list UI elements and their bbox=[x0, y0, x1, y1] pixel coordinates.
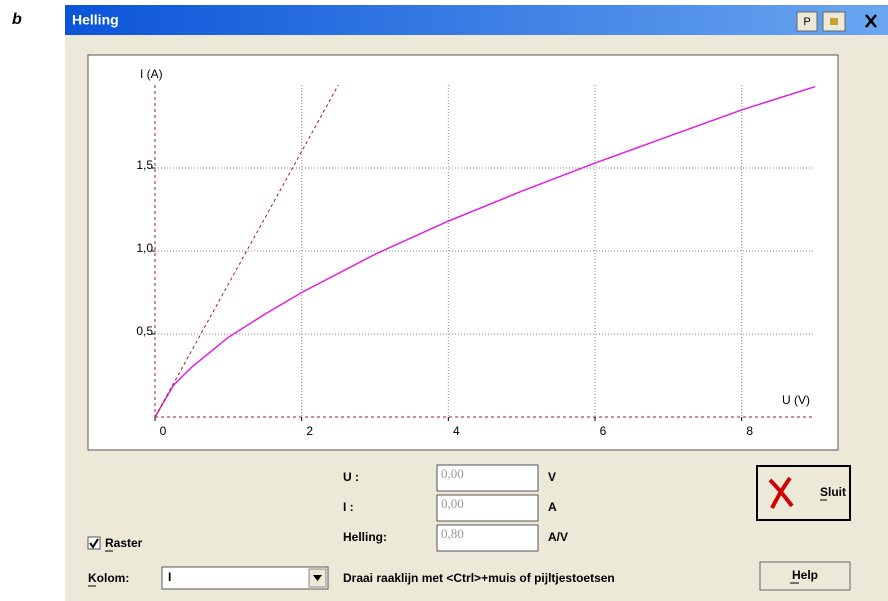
print-button-label: P bbox=[803, 16, 810, 28]
x-tick-label: 4 bbox=[453, 424, 460, 438]
close-button[interactable] bbox=[756, 465, 851, 521]
raster-label: Raster bbox=[105, 536, 143, 550]
column-value: I bbox=[168, 570, 171, 584]
column-combo[interactable] bbox=[161, 566, 329, 590]
y-tick-label: 1,5 bbox=[136, 158, 153, 172]
panel-label: b bbox=[12, 11, 22, 28]
close-button-icon bbox=[768, 476, 794, 509]
plot-panel bbox=[87, 54, 839, 451]
form: Raster Kolom: I Draai raaklijn met <Ctrl… bbox=[87, 465, 851, 591]
field-value: 0,00 bbox=[441, 496, 464, 511]
window-title: Helling bbox=[72, 12, 119, 28]
field-label: U : bbox=[343, 470, 359, 484]
arrow-icon bbox=[313, 575, 322, 581]
field-label: Helling: bbox=[343, 530, 387, 544]
x-axis-label: U (V) bbox=[782, 393, 810, 407]
field-box bbox=[436, 464, 539, 492]
help-button-label: Help bbox=[792, 568, 818, 582]
field-value: 0,00 bbox=[441, 466, 464, 481]
curve bbox=[154, 85, 816, 418]
x-tick-label: 6 bbox=[600, 424, 607, 438]
field-unit: A bbox=[548, 500, 557, 514]
y-axis-label: I (A) bbox=[140, 67, 163, 81]
close-button-label: Sluit bbox=[820, 485, 846, 499]
field-unit: A/V bbox=[548, 530, 568, 544]
x-tick-label: 0 bbox=[160, 424, 167, 438]
field-box bbox=[436, 494, 539, 522]
check-mark bbox=[89, 538, 99, 549]
hint: Draai raaklijn met <Ctrl>+muis of pijltj… bbox=[343, 571, 615, 585]
y-tick-label: 1,0 bbox=[136, 241, 153, 255]
field-label: I : bbox=[343, 500, 354, 514]
print-button[interactable] bbox=[796, 11, 818, 32]
field-unit: V bbox=[548, 470, 556, 484]
close-icon[interactable] bbox=[865, 14, 877, 28]
x-tick-label: 2 bbox=[306, 424, 313, 438]
y-tick-label: 0,5 bbox=[136, 324, 153, 338]
x-tick-label: 8 bbox=[746, 424, 753, 438]
field-value: 0,80 bbox=[441, 526, 464, 541]
column-label: Kolom: bbox=[88, 571, 129, 585]
help-button[interactable] bbox=[759, 561, 851, 591]
copy-icon bbox=[830, 18, 838, 25]
title-bar bbox=[65, 5, 888, 35]
field-box bbox=[436, 524, 539, 552]
plot: I (A) U (V) 0 2 4 6 8 0,5 1,0 1,5 bbox=[136, 67, 816, 438]
